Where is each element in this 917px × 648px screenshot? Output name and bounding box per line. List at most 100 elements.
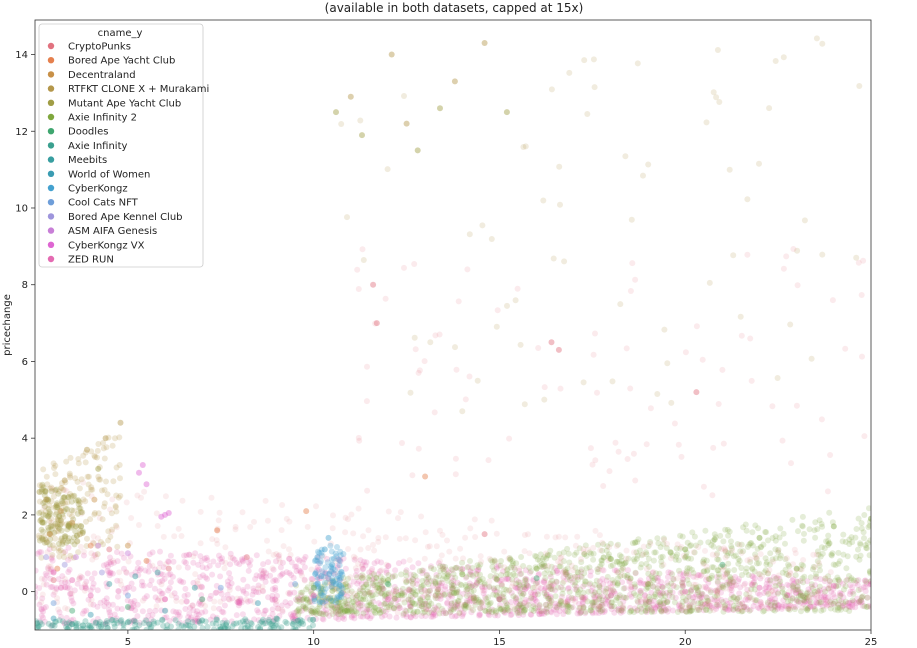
point [295,611,302,618]
point [210,613,216,620]
point [183,598,190,605]
point [359,561,366,568]
point [357,586,364,593]
point [107,615,114,622]
point [779,603,786,610]
point [858,599,865,606]
point [239,611,246,618]
point [192,617,199,624]
point [722,605,729,612]
point [369,566,376,572]
data-point [124,592,131,599]
point [220,609,227,616]
point [582,596,589,603]
point [101,455,108,462]
data-point [437,105,443,112]
point [310,610,317,616]
point [637,598,644,605]
point [65,579,71,586]
point [724,579,731,586]
point [808,355,815,362]
point [125,584,132,591]
point [835,560,842,567]
point [587,568,594,575]
point [504,302,510,309]
point [730,607,737,614]
y-tick-label: 0 [22,587,28,598]
point [233,612,240,619]
point [729,579,736,586]
point [591,599,598,606]
point [554,567,560,574]
point [136,619,143,626]
point [108,617,115,623]
point [170,608,177,615]
point [498,581,505,588]
point [493,572,500,579]
point [622,585,628,592]
point [407,614,414,620]
point [516,588,523,595]
point [632,569,639,576]
point [262,574,269,580]
point [239,557,246,564]
point [301,576,308,583]
point [659,589,666,596]
point [414,608,421,615]
point [722,571,729,578]
point [586,564,593,571]
point [661,599,668,606]
point [612,439,619,446]
point [541,562,548,569]
point [480,590,487,597]
point [541,579,547,586]
point [101,603,108,610]
data-point [325,534,332,541]
point [589,584,596,591]
point [314,564,321,571]
point [710,444,717,451]
point [271,596,278,603]
point [614,606,621,613]
point [569,579,576,586]
point [415,560,422,567]
point [462,534,469,541]
point [63,614,70,621]
point [452,555,459,562]
point [476,612,483,619]
point [632,605,639,612]
point [837,591,844,598]
point [235,585,242,592]
point [627,578,634,585]
point [425,576,432,583]
point [627,586,634,593]
point [72,475,79,482]
point [367,615,374,622]
point [360,257,367,263]
point [448,582,455,589]
point [522,586,529,593]
point [862,577,869,584]
point [575,607,582,614]
point [687,604,694,611]
point [467,525,474,532]
point [183,598,190,605]
point [698,571,705,578]
point [748,540,755,546]
point [690,573,697,580]
point [156,578,163,585]
point [630,590,637,597]
point [38,606,45,613]
point [609,589,615,596]
point [652,605,659,612]
point [275,605,282,612]
point [94,615,101,622]
point [219,555,225,562]
point [293,563,300,570]
point [466,580,473,587]
point [283,620,290,627]
point [82,585,89,592]
point [517,579,524,586]
point [227,561,234,568]
point [657,600,664,607]
